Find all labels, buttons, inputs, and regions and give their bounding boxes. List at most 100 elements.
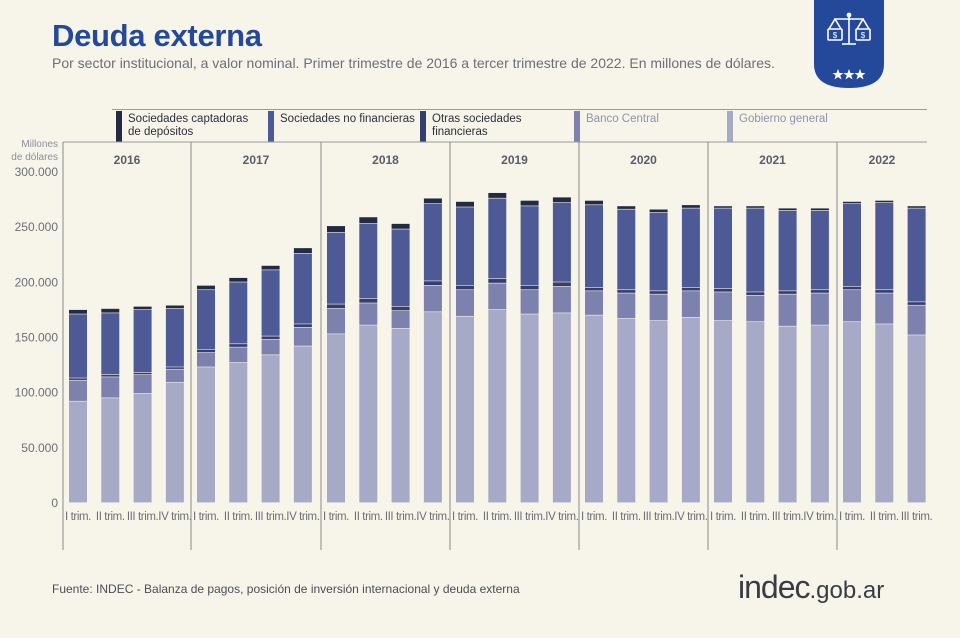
x-tick-label: I trim. [65,511,91,523]
bar-segment [778,326,797,503]
bar-segment [327,226,345,233]
bar-segment [197,367,215,503]
bar-segment [488,192,507,198]
bar-segment [681,291,700,318]
bar-segment [327,308,345,334]
bar-segment [585,287,603,291]
bar-segment [681,205,700,208]
bar-segment [907,208,926,302]
bar-segment [843,201,861,204]
bar-segment [261,265,280,270]
bar-segment [359,217,378,224]
bar-segment [520,285,539,290]
bar-segment [293,248,312,254]
bar-segment [423,285,442,312]
bar-segment [197,285,215,290]
year-label: 2022 [869,153,896,167]
legend-swatch [727,111,733,142]
bar-segment [69,380,87,401]
legend-label: Gobierno general [739,113,828,125]
x-tick-label: I trim. [452,511,478,523]
bar-segment [488,309,507,503]
bar-segment [293,253,312,324]
y-tick-label: 150.000 [15,331,59,345]
bar-segment [133,393,152,503]
bar-segment [617,318,636,503]
bar-segment [681,208,700,288]
bar-segment [617,290,636,293]
bar-segment [520,200,539,206]
bar-segment [810,290,829,293]
bar-segment [101,398,120,503]
bar-segment [552,286,571,313]
bar-segment [293,324,312,327]
bar-segment [907,302,926,305]
bar-segment [165,305,184,309]
x-tick-label: IV trim. [803,511,836,523]
y-tick-label: 250.000 [15,220,59,234]
page-subtitle: Por sector institucional, a valor nomina… [52,55,775,71]
year-label: 2018 [372,153,399,167]
bar-segment [810,210,829,290]
bar-segment [907,305,926,335]
bar-segment [229,344,248,347]
bar-segment [327,334,345,503]
bar-segment [681,317,700,503]
x-tick-label: I trim. [710,511,736,523]
x-tick-label: II trim. [483,511,512,523]
x-tick-label: IV trim. [545,511,578,523]
bar-segment [746,292,765,295]
bar-segment [875,324,894,503]
bar-segment [520,206,539,286]
bar-segment [681,287,700,291]
bar-segment [552,197,571,203]
x-tick-label: I trim. [193,511,219,523]
bar-segment [261,355,280,503]
bar-segment [488,198,507,279]
bar-segment [843,290,861,322]
y-tick-label: 50.000 [21,441,58,455]
legend-swatch [574,111,580,142]
bar-segment [456,290,474,316]
bar-segment [552,313,571,503]
bar-segment [714,320,732,503]
bar-segment [391,328,410,503]
bar-segment [746,322,765,503]
bar-segment [907,335,926,503]
bar-segment [714,292,732,321]
legend-swatch [268,111,274,142]
legend-label: Sociedades captadoras de depósitos [128,113,249,138]
bar-segment [843,203,861,287]
bar-segment [293,327,312,346]
x-tick-label: II trim. [354,511,383,523]
bar-segment [327,304,345,309]
svg-text:$: $ [861,31,866,40]
legend-top-rule [112,109,927,110]
bar-segment [423,198,442,204]
svg-text:$: $ [833,31,838,40]
bar-segment [456,285,474,290]
bar-segment [585,205,603,288]
bar-segment [229,277,248,282]
bar-segment [649,320,668,503]
bar-segment [649,294,668,321]
bar-segment [261,339,280,355]
legend-label: Banco Central [586,113,659,125]
bar-segment [359,298,378,303]
bar-segment [423,281,442,286]
x-tick-label: III trim. [514,511,546,523]
bar-segment [810,293,829,325]
bar-segment [617,293,636,319]
year-label: 2021 [759,153,786,167]
bar-segment [552,202,571,282]
bar-segment [649,291,668,294]
year-label: 2020 [630,153,657,167]
bar-segment [101,313,120,375]
bar-segment [746,206,765,208]
bar-segment [714,288,732,292]
bar-segment [101,375,120,377]
bar-segment [197,352,215,367]
bar-segment [261,336,280,340]
bar-segment [293,346,312,503]
bar-segment [359,303,378,325]
